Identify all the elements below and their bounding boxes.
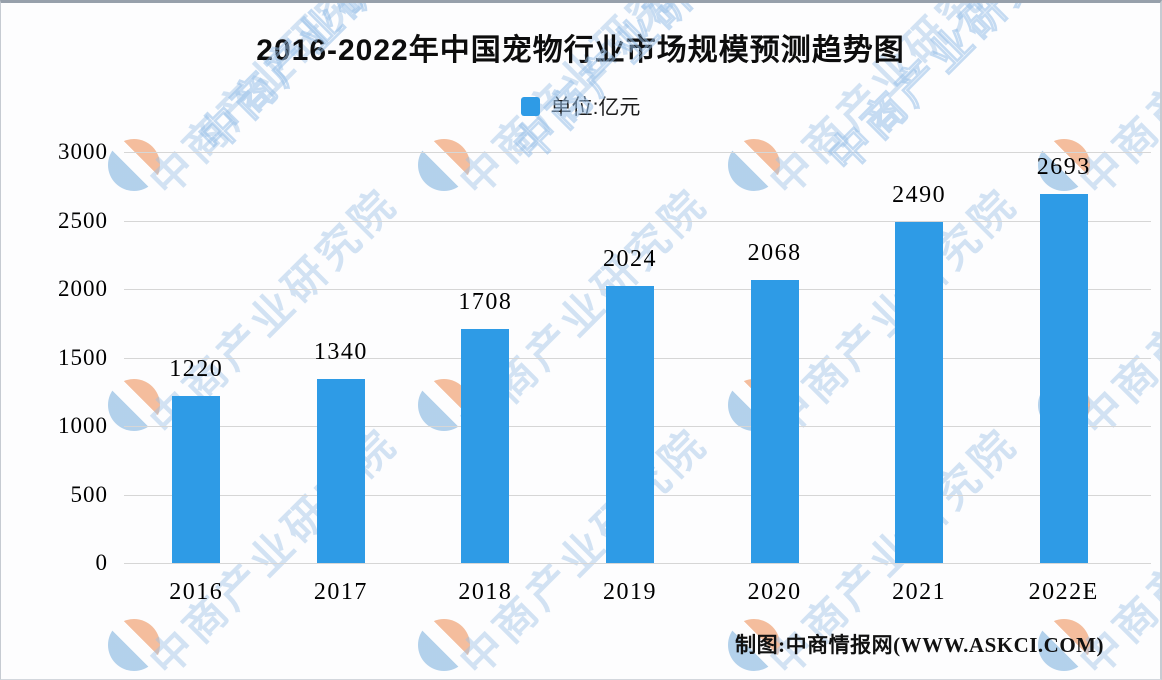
legend[interactable]: 单位:亿元 xyxy=(1,91,1160,121)
bar-2017[interactable] xyxy=(316,379,365,563)
askci-sphere-logo-icon xyxy=(418,139,470,191)
credit-line: 制图:中商情报网(WWW.ASKCI.COM) xyxy=(735,633,1104,657)
x-axis-label: 2020 xyxy=(747,579,802,605)
x-axis-label: 2019 xyxy=(603,579,657,605)
bar-value-label: 2068 xyxy=(747,240,802,266)
bar-value-label: 1340 xyxy=(313,339,368,365)
askci-sphere-logo-icon xyxy=(1038,139,1090,191)
bar-value-label: 2693 xyxy=(1036,154,1091,180)
bar-value-label: 2490 xyxy=(892,182,947,208)
askci-sphere-logo-icon xyxy=(728,139,780,191)
bar-2016[interactable] xyxy=(172,396,221,563)
legend-label: 单位:亿元 xyxy=(550,96,641,119)
gridline xyxy=(124,220,1151,222)
x-axis-label: 2017 xyxy=(313,579,368,605)
bar-value-label: 2024 xyxy=(603,246,657,272)
askci-sphere-logo-icon xyxy=(418,379,470,431)
bar-2019[interactable] xyxy=(606,286,654,563)
askci-sphere-logo-icon xyxy=(108,619,160,671)
gridline xyxy=(124,563,1151,564)
x-axis-label: 2022E xyxy=(1028,579,1099,605)
chart-title: 2016-2022年中国宠物行业市场规模预测趋势图 xyxy=(256,34,905,67)
bar-2020[interactable] xyxy=(750,280,799,563)
plot-area: 0 500 1000 1500 2000 2500 3000 1220 2016 1340 2017… xyxy=(58,139,1151,605)
askci-sphere-logo-icon xyxy=(418,619,470,671)
askci-sphere-logo-icon xyxy=(108,379,160,431)
bar-2022E[interactable] xyxy=(1039,194,1088,563)
y-axis-tick-label: 1000 xyxy=(58,413,108,438)
y-axis-tick-label: 2000 xyxy=(58,276,108,301)
askci-sphere-logo-icon xyxy=(728,619,780,671)
x-axis-label: 2016 xyxy=(169,579,224,605)
x-axis-label: 2018 xyxy=(458,579,513,605)
y-axis-tick-label: 3000 xyxy=(58,139,108,164)
legend-swatch-icon xyxy=(520,96,540,116)
bar-2021[interactable] xyxy=(895,222,944,563)
y-axis-tick-label: 500 xyxy=(70,481,108,507)
y-axis-tick-label: 1500 xyxy=(58,344,108,370)
y-axis-tick-label: 2500 xyxy=(58,207,108,233)
y-axis-tick-label: 0 xyxy=(95,550,108,575)
x-axis-label: 2021 xyxy=(892,579,947,605)
bar-value-label: 1220 xyxy=(169,356,224,382)
askci-sphere-logo-icon xyxy=(1038,619,1090,671)
askci-sphere-logo-icon xyxy=(108,139,160,191)
gridline xyxy=(124,152,1151,153)
bar-2018[interactable] xyxy=(461,329,510,563)
bar-value-label: 1708 xyxy=(458,289,513,315)
